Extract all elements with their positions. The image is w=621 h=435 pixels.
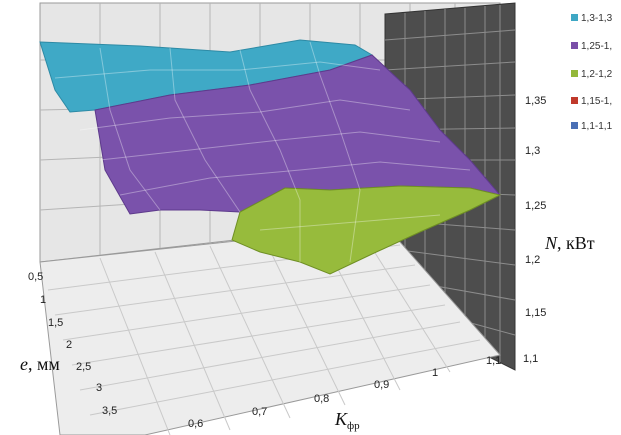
legend-swatch [571,42,578,49]
legend-swatch [571,14,578,21]
y-tick: 2,5 [76,361,91,373]
x-axis-title: Kфр [334,409,360,432]
legend-swatch [571,70,578,77]
x-tick: 0,9 [374,379,389,391]
surface-mesh [54,41,471,263]
z-tick: 1,2 [525,254,540,266]
y-axis-title: e, мм [20,354,60,374]
z-tick: 1,1 [523,353,538,365]
y-tick: 3,5 [102,405,117,417]
legend-swatch [571,97,578,104]
x-tick: 0,8 [314,393,329,405]
x-tick: 1,1 [486,355,501,367]
x-tick: 0,7 [252,406,267,418]
legend-label: 1,2-1,2 [581,69,613,80]
z-tick: 1,25 [525,200,546,212]
z-axis-title: N, кВт [544,233,595,253]
legend-label: 1,25-1, [581,41,612,52]
y-tick: 0,5 [28,271,43,283]
legend-label: 1,15-1, [581,96,612,107]
y-tick: 2 [66,339,72,351]
legend-swatch [571,122,578,129]
x-tick: 0,6 [188,418,203,430]
surface-band-1-2 [231,185,502,275]
y-tick: 1,5 [48,317,63,329]
z-tick: 1,3 [525,145,540,157]
legend-label: 1,3-1,3 [581,13,613,24]
z-tick: 1,15 [525,307,546,319]
legend-label: 1,1-1,1 [581,121,613,132]
legend: 1,3-1,3 1,25-1, 1,2-1,2 1,15-1, 1,1-1,1 [571,13,613,132]
z-tick: 1,35 [525,95,546,107]
x-tick: 1 [432,367,438,379]
y-tick: 1 [40,294,46,306]
y-tick: 3 [96,382,102,394]
